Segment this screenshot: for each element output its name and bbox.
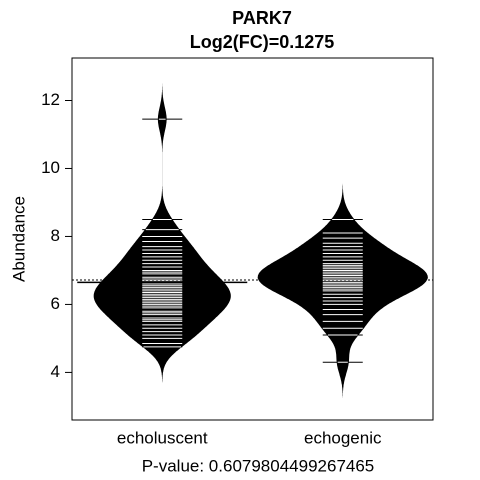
- y-tick-label: 8: [51, 226, 60, 245]
- bean: [93, 83, 231, 383]
- y-tick-label: 12: [41, 90, 60, 109]
- x-axis-label: P-value: 0.6079804499267465: [142, 456, 375, 475]
- plot-area: [72, 83, 433, 398]
- x-tick-label: echoluscent: [117, 428, 208, 447]
- plot-frame: [71, 57, 434, 421]
- chart-subtitle: Log2(FC)=0.1275: [190, 32, 335, 52]
- y-tick-label: 10: [41, 158, 60, 177]
- y-tick-label: 4: [51, 362, 60, 381]
- x-tick-label: echogenic: [304, 428, 382, 447]
- y-tick-label: 6: [51, 294, 60, 313]
- chart-title: PARK7: [232, 8, 292, 28]
- y-axis-label: Abundance: [9, 196, 28, 282]
